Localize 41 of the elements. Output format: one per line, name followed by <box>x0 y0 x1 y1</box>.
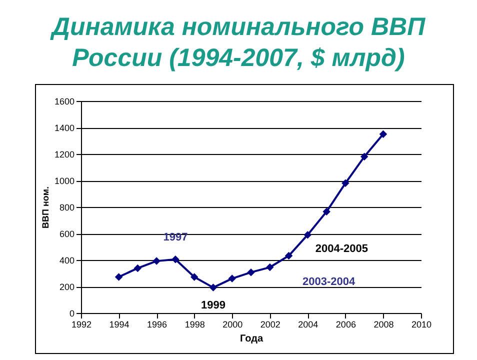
y-tick-label: 200 <box>59 282 74 292</box>
point <box>342 179 350 188</box>
y-tick-label: 1000 <box>54 176 74 186</box>
point <box>247 268 255 276</box>
x-tick-label: 2004 <box>298 320 318 330</box>
y-tick-label: 400 <box>59 256 74 266</box>
y-tick-label: 1400 <box>54 123 74 133</box>
x-tick-label: 2008 <box>374 320 394 330</box>
x-tick-label: 1992 <box>71 320 92 330</box>
annotation: 2004-2005 <box>315 242 368 255</box>
annotation: 1997 <box>163 231 188 244</box>
x-tick-label: 1996 <box>147 320 168 330</box>
point <box>172 255 180 264</box>
x-tick-label: 2006 <box>336 320 356 330</box>
x-tick-label: 2002 <box>260 320 280 330</box>
x-tick-label: 2000 <box>222 320 243 330</box>
annotation: 2003-2004 <box>302 276 356 288</box>
point <box>304 230 312 239</box>
chart-title: Динамика номинального ВВП России (1994-2007, $ млрд) <box>49 12 426 74</box>
y-tick-label: 0 <box>69 308 74 318</box>
x-tick-label: 2010 <box>411 320 432 330</box>
x-axis-title: Года <box>240 334 264 344</box>
point <box>190 273 198 281</box>
point <box>152 257 160 265</box>
y-axis-title: ВВП ном. <box>40 186 50 228</box>
point <box>266 263 274 272</box>
y-tick-label: 600 <box>59 229 74 239</box>
y-tick-label: 800 <box>59 202 74 212</box>
point <box>379 130 388 138</box>
x-tick-label: 1994 <box>109 320 130 330</box>
point <box>209 284 218 292</box>
y-tick-label: 1600 <box>54 96 74 106</box>
point <box>360 152 368 161</box>
point <box>284 252 293 260</box>
point <box>322 208 330 216</box>
y-tick-label: 1200 <box>54 150 74 160</box>
point <box>114 273 123 281</box>
annotation: 1999 <box>200 300 226 312</box>
point <box>134 264 142 272</box>
x-tick-label: 1998 <box>184 320 205 330</box>
point <box>228 274 236 282</box>
